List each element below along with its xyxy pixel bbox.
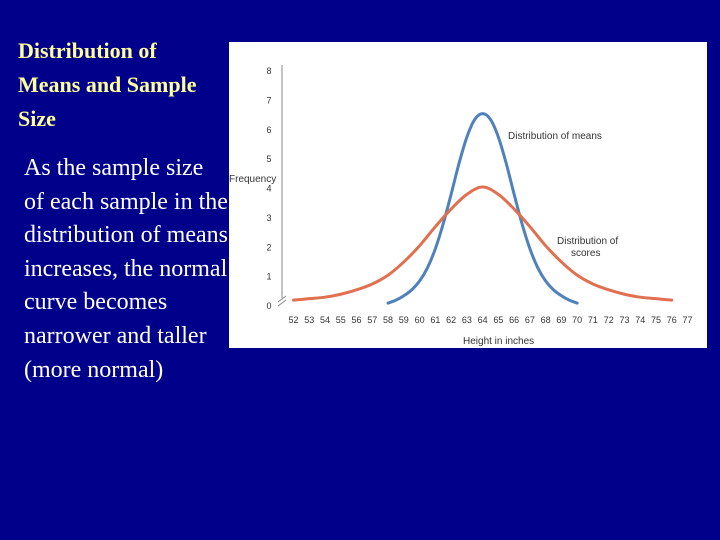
means-curve (386, 112, 579, 305)
x-tick-label: 66 (509, 315, 519, 325)
x-tick-label: 76 (667, 315, 677, 325)
x-tick-label: 75 (651, 315, 661, 325)
slide-title: Distribution of Means and Sample Size (18, 38, 197, 131)
y-tick-label: 7 (266, 95, 271, 105)
x-tick-label: 77 (682, 315, 692, 325)
x-axis-label: Height in inches (463, 336, 534, 347)
slide-body-text: As the sample size of each sample in the… (24, 155, 228, 383)
y-tick-label: 2 (266, 242, 271, 252)
x-tick-label: 59 (399, 315, 409, 325)
x-tick-label: 53 (304, 315, 314, 325)
x-tick-label: 71 (588, 315, 598, 325)
x-tick-label: 54 (320, 315, 330, 325)
x-tick-label: 58 (383, 315, 393, 325)
legend-label-scores: Distribution of scores (557, 236, 618, 259)
x-tick-label: 74 (635, 315, 645, 325)
y-tick-label: 5 (266, 154, 271, 164)
x-tick-label: 72 (604, 315, 614, 325)
x-tick-label: 69 (556, 315, 566, 325)
x-tick-label: 61 (430, 315, 440, 325)
x-tick-label: 52 (288, 315, 298, 325)
y-tick-label: 0 (266, 301, 271, 311)
x-tick-label: 65 (493, 315, 503, 325)
x-tick-label: 64 (478, 315, 488, 325)
x-tick-label: 55 (336, 315, 346, 325)
axis-break-mark (277, 295, 287, 307)
x-tick-label: 57 (367, 315, 377, 325)
x-tick-label: 70 (572, 315, 582, 325)
x-tick-label: 56 (352, 315, 362, 325)
y-tick-label: 8 (266, 66, 271, 76)
y-tick-label: 6 (266, 125, 271, 135)
x-tick-label: 67 (525, 315, 535, 325)
y-tick-label: 4 (266, 184, 271, 194)
y-tick-label: 1 (266, 272, 271, 282)
x-tick-label: 62 (446, 315, 456, 325)
legend-label-means: Distribution of means (508, 131, 602, 142)
x-tick-label: 68 (541, 315, 551, 325)
y-axis-label: Frequency (229, 174, 276, 185)
x-tick-label: 73 (619, 315, 629, 325)
x-tick-label: 63 (462, 315, 472, 325)
x-tick-label: 60 (415, 315, 425, 325)
y-tick-label: 3 (266, 213, 271, 223)
scores-curve (292, 185, 674, 302)
